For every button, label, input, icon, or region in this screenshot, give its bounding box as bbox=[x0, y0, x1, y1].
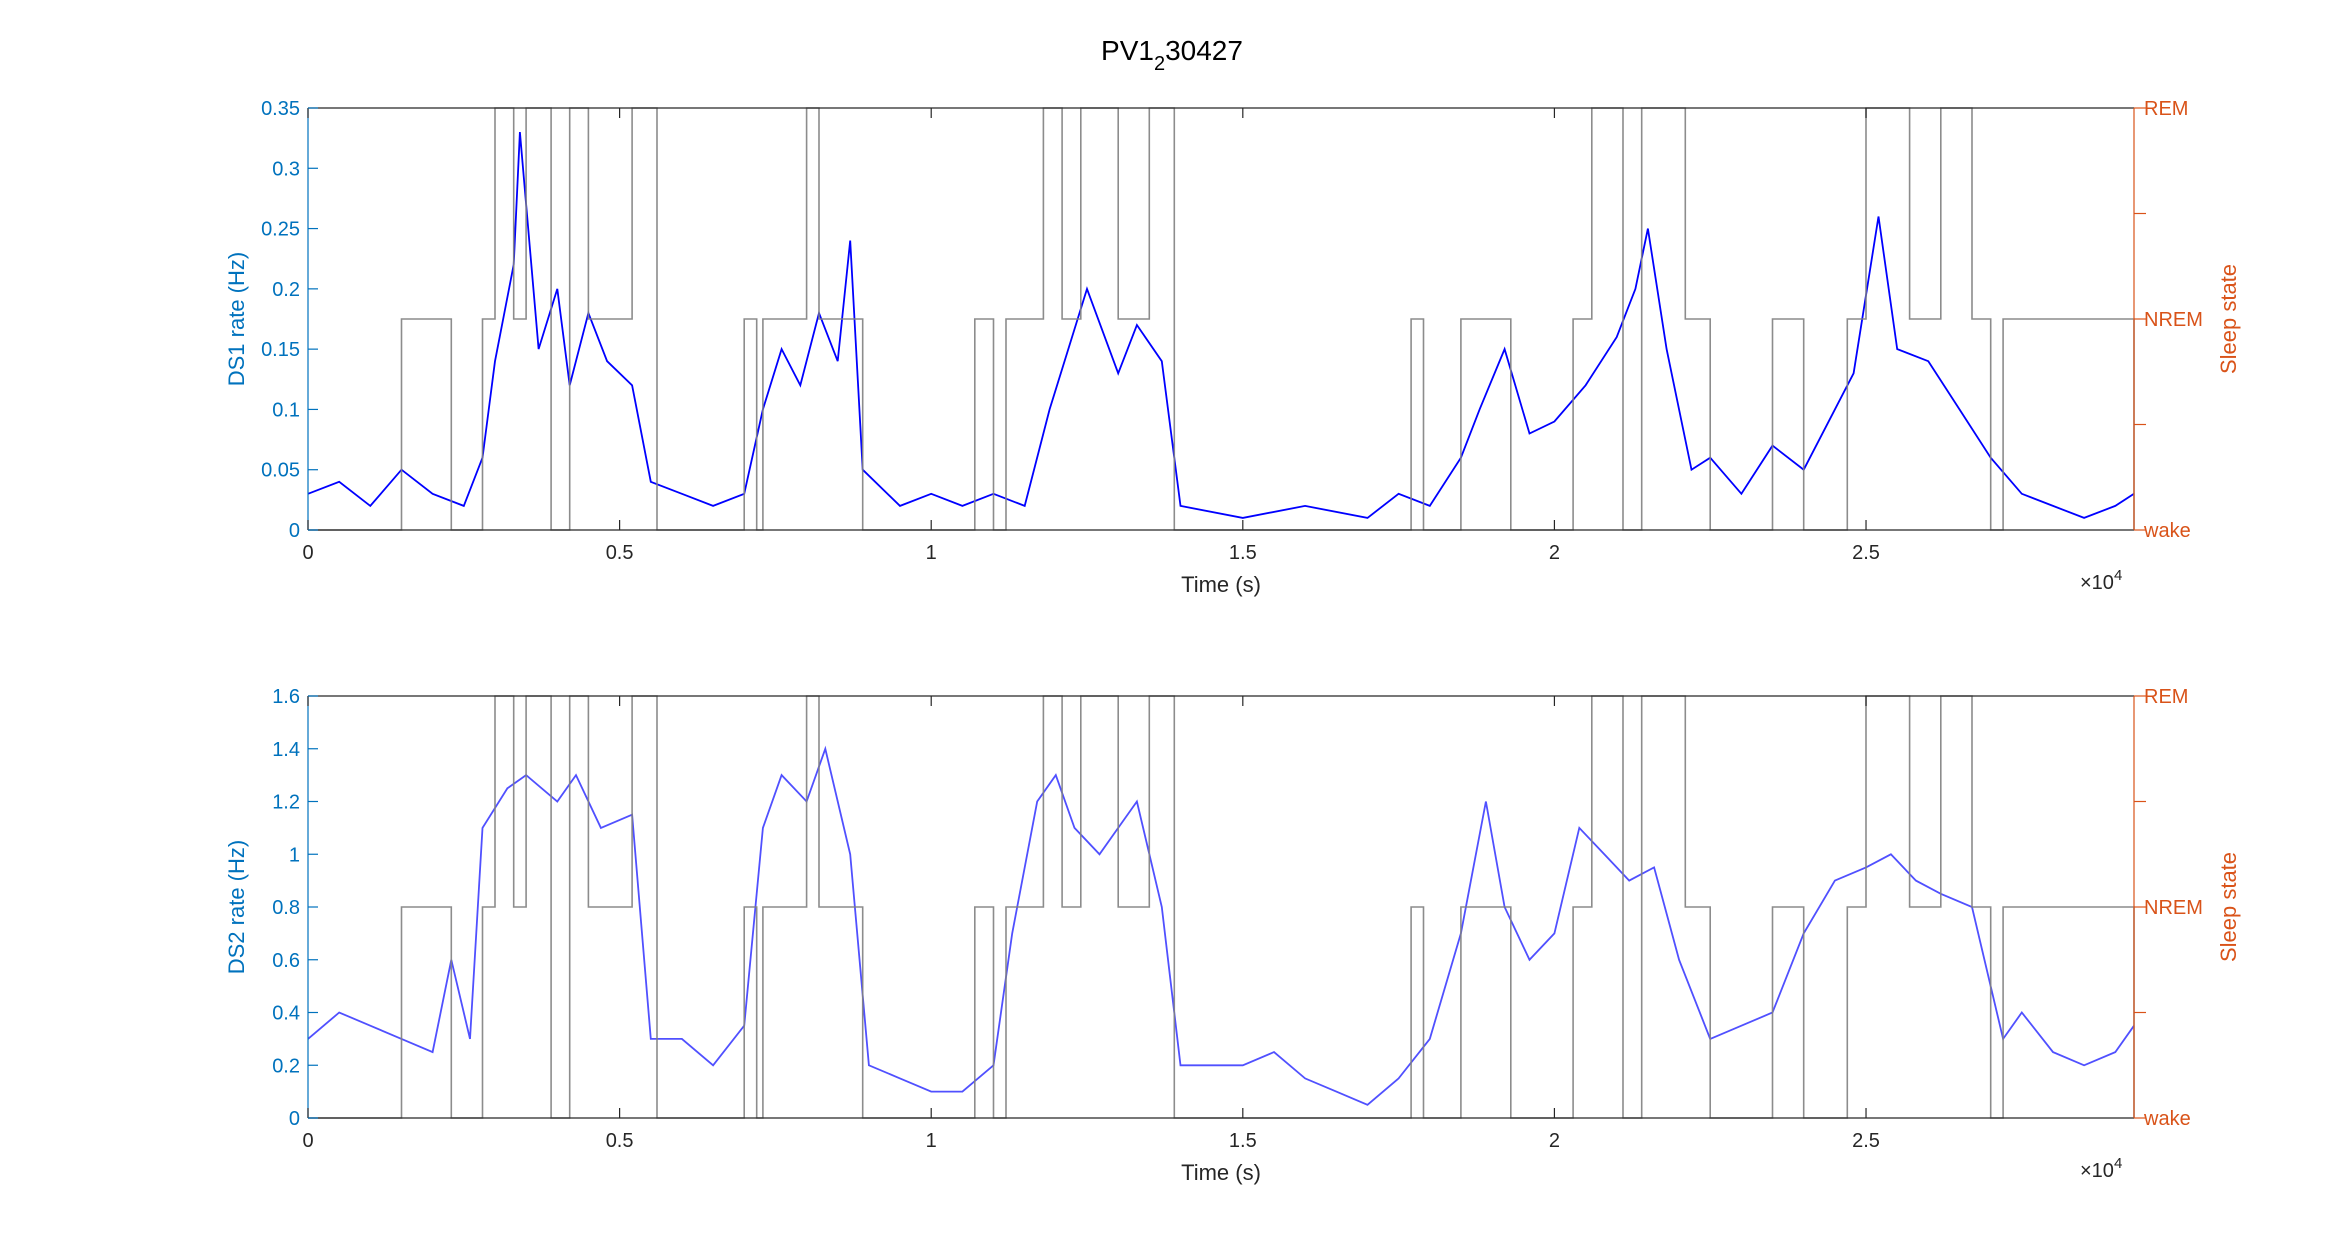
x-axis-label: Time (s) bbox=[1181, 1160, 1261, 1185]
y-tick-label: 0.6 bbox=[272, 950, 300, 972]
x-exponent-power: 4 bbox=[2114, 1155, 2122, 1172]
title-subscript: 2 bbox=[1154, 53, 1165, 75]
y-tick-label: 1.6 bbox=[272, 686, 300, 708]
x-tick-label: 1.5 bbox=[1229, 542, 1257, 564]
y-tick-label: 0.2 bbox=[272, 1055, 300, 1077]
y-tick-label: 0.35 bbox=[261, 98, 300, 120]
x-tick-label: 1 bbox=[926, 542, 937, 564]
y2-tick-label: REM bbox=[2144, 686, 2188, 708]
y-tick-label: 1.4 bbox=[272, 739, 300, 761]
y2-tick-label: REM bbox=[2144, 98, 2188, 120]
x-tick-label: 2.5 bbox=[1852, 1130, 1880, 1152]
ds2-panel: 0 0.5 1 1.5 2 2.5 0 0.2 0.4 0.6 0.8 1 1.2 1.4 1.6 wake N… bbox=[224, 686, 2241, 1185]
x-exponent-label: ×104 bbox=[2080, 567, 2122, 594]
x-axis-label: Time (s) bbox=[1181, 572, 1261, 597]
y-tick-label: 1.2 bbox=[272, 792, 300, 814]
x-exponent-base: ×10 bbox=[2080, 1160, 2114, 1182]
y-tick-label: 0.15 bbox=[261, 339, 300, 361]
y-axis-label: DS1 rate (Hz) bbox=[224, 252, 249, 386]
y2-tick-label: NREM bbox=[2144, 897, 2203, 919]
x-exponent-label: ×104 bbox=[2080, 1155, 2122, 1182]
y-tick-label: 0.4 bbox=[272, 1003, 300, 1025]
title-base: PV1 bbox=[1101, 35, 1154, 66]
x-tick-label: 0.5 bbox=[606, 542, 634, 564]
x-tick-label: 2 bbox=[1549, 1130, 1560, 1152]
y2-tick-label: NREM bbox=[2144, 309, 2203, 331]
y-tick-label: 0 bbox=[289, 1108, 300, 1130]
y-tick-label: 0.2 bbox=[272, 279, 300, 301]
y2-axis-label: Sleep state bbox=[2216, 852, 2241, 962]
x-tick-label: 2.5 bbox=[1852, 542, 1880, 564]
x-tick-label: 2 bbox=[1549, 542, 1560, 564]
y-tick-label: 0 bbox=[289, 520, 300, 542]
y-tick-label: 0.8 bbox=[272, 897, 300, 919]
sleep-state-line bbox=[308, 695, 2135, 1119]
y-tick-label: 0.1 bbox=[272, 399, 300, 421]
y2-tick-label: wake bbox=[2143, 1108, 2191, 1130]
x-exponent-power: 4 bbox=[2114, 567, 2122, 584]
x-tick-label: 1.5 bbox=[1229, 1130, 1257, 1152]
rate-line bbox=[307, 745, 2135, 1106]
ds1-panel: 0 0.5 1 1.5 2 2.5 0 0.05 0.1 0.15 0.2 0.25 0.3 0.35 wa… bbox=[224, 98, 2241, 597]
y-tick-label: 1 bbox=[289, 844, 300, 866]
x-tick-label: 1 bbox=[926, 1130, 937, 1152]
y2-axis-label: Sleep state bbox=[2216, 264, 2241, 374]
x-exponent-base: ×10 bbox=[2080, 572, 2114, 594]
rate-line bbox=[307, 132, 2135, 519]
x-tick-label: 0.5 bbox=[606, 1130, 634, 1152]
y-tick-label: 0.25 bbox=[261, 219, 300, 241]
x-tick-label: 0 bbox=[302, 1130, 313, 1152]
title-rest: 30427 bbox=[1165, 35, 1243, 66]
y-axis-label: DS2 rate (Hz) bbox=[224, 840, 249, 974]
figure-title: PV1230427 bbox=[1101, 35, 1243, 75]
y-tick-label: 0.05 bbox=[261, 460, 300, 482]
x-tick-label: 0 bbox=[302, 542, 313, 564]
y-tick-label: 0.3 bbox=[272, 158, 300, 180]
sleep-state-line bbox=[308, 107, 2135, 531]
y2-tick-label: wake bbox=[2143, 520, 2191, 542]
